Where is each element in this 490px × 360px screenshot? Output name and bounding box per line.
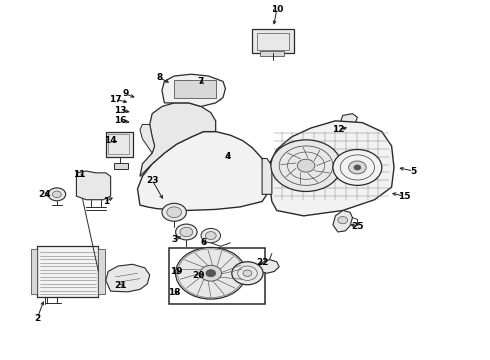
Polygon shape (140, 125, 155, 153)
Circle shape (200, 265, 221, 281)
Circle shape (232, 262, 263, 285)
Polygon shape (340, 114, 357, 134)
Bar (169, 248, 265, 304)
Text: 1: 1 (102, 197, 109, 206)
Text: 19: 19 (171, 267, 183, 276)
Bar (37, 246, 98, 297)
Bar (257, 33, 289, 50)
Polygon shape (106, 264, 150, 292)
Text: 3: 3 (171, 235, 177, 244)
Text: 18: 18 (168, 288, 180, 297)
Bar (260, 51, 284, 56)
Text: 12: 12 (332, 125, 344, 134)
Circle shape (333, 149, 382, 185)
Circle shape (348, 161, 366, 174)
Polygon shape (138, 132, 267, 211)
Polygon shape (140, 103, 216, 176)
Text: 13: 13 (114, 105, 126, 114)
Circle shape (175, 224, 197, 240)
Text: 21: 21 (114, 281, 126, 290)
Polygon shape (257, 260, 279, 273)
Circle shape (297, 159, 315, 172)
Text: 17: 17 (109, 95, 122, 104)
Text: 23: 23 (146, 176, 158, 185)
Bar (174, 80, 216, 98)
Circle shape (243, 270, 252, 276)
Polygon shape (333, 211, 352, 232)
Circle shape (271, 140, 341, 192)
Text: 7: 7 (198, 77, 204, 86)
Text: 5: 5 (411, 167, 416, 176)
Text: 20: 20 (193, 270, 205, 279)
Text: 22: 22 (256, 258, 269, 267)
Circle shape (205, 231, 216, 239)
Circle shape (162, 203, 186, 221)
Circle shape (354, 165, 361, 170)
Circle shape (167, 207, 181, 218)
Bar (114, 163, 128, 169)
Bar (31, 249, 37, 294)
Text: 11: 11 (73, 170, 85, 179)
Circle shape (180, 227, 193, 237)
Text: 4: 4 (225, 152, 231, 161)
Circle shape (201, 228, 220, 243)
Text: 14: 14 (104, 136, 117, 145)
Text: 25: 25 (351, 222, 364, 231)
Text: 16: 16 (114, 116, 126, 125)
Circle shape (175, 247, 246, 299)
Text: 15: 15 (397, 192, 410, 201)
Circle shape (338, 217, 347, 224)
Text: 2: 2 (34, 314, 41, 323)
Polygon shape (262, 158, 272, 194)
Bar (106, 132, 133, 157)
Bar (108, 134, 129, 154)
Circle shape (48, 188, 66, 201)
Polygon shape (162, 74, 225, 107)
Polygon shape (270, 121, 394, 216)
Polygon shape (76, 171, 111, 200)
Bar (98, 249, 105, 294)
Text: 10: 10 (270, 5, 283, 14)
Text: 24: 24 (38, 190, 51, 199)
Text: 9: 9 (122, 89, 128, 98)
Circle shape (52, 191, 61, 198)
Bar (252, 30, 294, 53)
Text: 8: 8 (156, 73, 163, 82)
Text: 6: 6 (200, 238, 207, 247)
Circle shape (206, 270, 216, 277)
